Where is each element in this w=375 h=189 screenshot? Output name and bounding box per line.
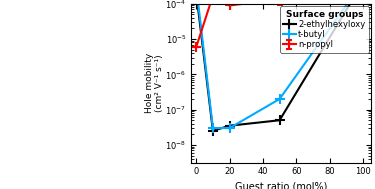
t-butyl <box>227 127 232 129</box>
Line: t-butyl: t-butyl <box>191 0 368 133</box>
Y-axis label: Hole mobility
(cm² V⁻¹ s⁻¹): Hole mobility (cm² V⁻¹ s⁻¹) <box>144 53 164 113</box>
t-butyl <box>211 127 215 129</box>
2-ethylhexyloxy <box>211 130 215 132</box>
Line: 2-ethylhexyloxy: 2-ethylhexyloxy <box>191 0 368 136</box>
2-ethylhexyloxy <box>227 125 232 127</box>
X-axis label: Guest ratio (mol%): Guest ratio (mol%) <box>235 182 327 189</box>
Legend: 2-ethylhexyloxy, t-butyl, n-propyl: 2-ethylhexyloxy, t-butyl, n-propyl <box>280 6 369 53</box>
t-butyl <box>278 98 282 100</box>
2-ethylhexyloxy <box>278 119 282 121</box>
